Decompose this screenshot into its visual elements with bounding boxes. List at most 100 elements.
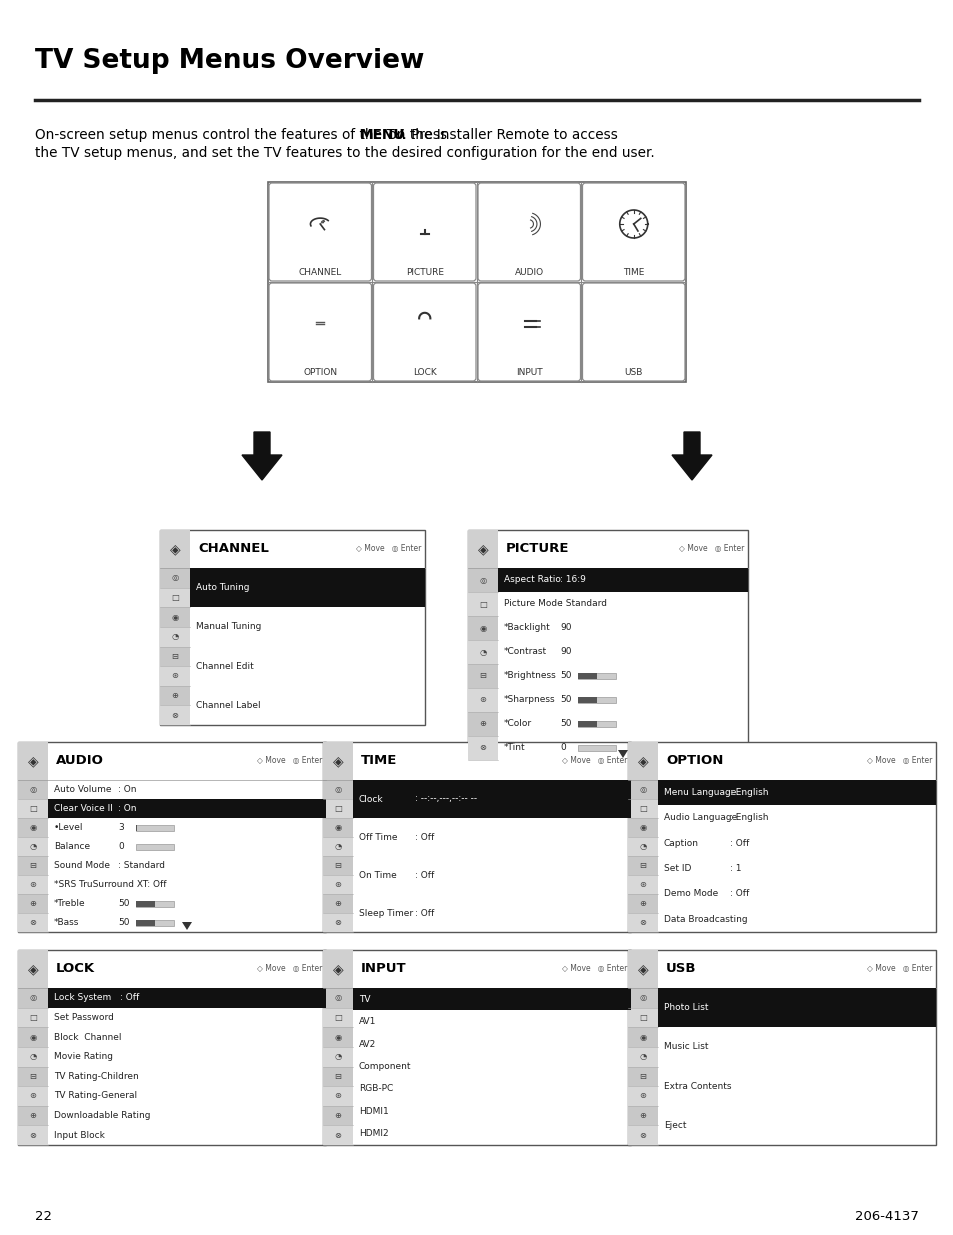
Bar xyxy=(627,799,658,818)
Text: Extra Contents: Extra Contents xyxy=(663,1082,731,1091)
Text: : On: : On xyxy=(118,804,136,813)
Text: ⊗: ⊗ xyxy=(639,1131,646,1140)
Text: 206-4137: 206-4137 xyxy=(854,1210,918,1223)
Bar xyxy=(160,705,190,725)
Text: Photo List: Photo List xyxy=(663,1003,708,1013)
Text: Set ID: Set ID xyxy=(663,864,691,873)
Text: Sound Mode: Sound Mode xyxy=(54,861,110,869)
Bar xyxy=(18,781,48,799)
Text: ⊗: ⊗ xyxy=(335,1131,341,1140)
Bar xyxy=(323,837,353,856)
Text: Clock: Clock xyxy=(358,794,383,804)
Text: ◈: ◈ xyxy=(477,542,488,556)
Text: ◇ Move   ◎ Enter: ◇ Move ◎ Enter xyxy=(256,965,322,973)
Bar xyxy=(323,876,353,894)
Bar xyxy=(468,713,497,736)
Bar xyxy=(136,920,154,925)
Text: ◔: ◔ xyxy=(172,632,178,641)
Text: AV1: AV1 xyxy=(358,1018,376,1026)
Text: ⊗: ⊗ xyxy=(479,743,486,752)
Bar xyxy=(627,1047,658,1067)
Text: ⊛: ⊛ xyxy=(335,1092,341,1100)
Bar xyxy=(160,530,190,725)
Bar xyxy=(136,920,173,925)
Bar xyxy=(323,1105,353,1125)
Text: MENU: MENU xyxy=(360,128,405,142)
Text: ⊗: ⊗ xyxy=(30,1131,36,1140)
Text: *Bass: *Bass xyxy=(54,918,79,927)
Text: Lock System: Lock System xyxy=(54,993,112,1003)
Text: ◈: ◈ xyxy=(28,755,38,768)
Text: TIME: TIME xyxy=(622,268,644,277)
Text: Music List: Music List xyxy=(663,1042,708,1051)
Text: LOCK: LOCK xyxy=(56,962,95,976)
Bar xyxy=(160,666,190,685)
Bar xyxy=(627,1028,658,1047)
Text: 0: 0 xyxy=(118,842,124,851)
Bar xyxy=(658,988,935,1028)
Text: ◉: ◉ xyxy=(334,823,341,832)
Text: ◉: ◉ xyxy=(334,1032,341,1041)
FancyBboxPatch shape xyxy=(582,183,684,282)
Text: ⊛: ⊛ xyxy=(172,672,178,680)
Bar xyxy=(517,219,521,230)
Bar xyxy=(468,616,497,640)
Text: Channel Edit: Channel Edit xyxy=(195,662,253,671)
Text: *Brightness: *Brightness xyxy=(503,672,557,680)
Text: ◉: ◉ xyxy=(30,1032,36,1041)
Text: •Level: •Level xyxy=(54,823,84,832)
Text: ◔: ◔ xyxy=(334,842,341,851)
Bar xyxy=(323,988,353,1008)
Text: Picture Mode: Picture Mode xyxy=(503,599,562,609)
Text: ◉: ◉ xyxy=(639,823,646,832)
Text: □: □ xyxy=(29,1013,37,1021)
Bar xyxy=(627,781,658,799)
Bar xyxy=(468,664,497,688)
Text: ⊟: ⊟ xyxy=(479,672,486,680)
FancyBboxPatch shape xyxy=(269,183,371,282)
Text: Aspect Ratio: Aspect Ratio xyxy=(503,576,560,584)
Bar xyxy=(48,799,326,818)
Bar xyxy=(323,894,353,913)
Text: AUDIO: AUDIO xyxy=(515,268,543,277)
Text: ◈: ◈ xyxy=(637,755,648,768)
Bar xyxy=(627,837,658,856)
Bar xyxy=(18,913,48,932)
Text: 50: 50 xyxy=(559,695,571,704)
Text: ◈: ◈ xyxy=(28,962,38,976)
Bar xyxy=(627,894,658,913)
Bar xyxy=(628,316,643,327)
Bar xyxy=(627,1067,658,1086)
Bar xyxy=(323,799,353,818)
Text: ◇ Move   ◎ Enter: ◇ Move ◎ Enter xyxy=(355,545,420,553)
Text: 50: 50 xyxy=(559,672,571,680)
Bar xyxy=(315,315,325,319)
Bar xyxy=(18,1028,48,1047)
Bar xyxy=(625,319,640,331)
Bar xyxy=(468,640,497,664)
Text: Component: Component xyxy=(358,1062,411,1071)
Bar xyxy=(18,742,326,932)
Bar xyxy=(18,799,48,818)
Bar xyxy=(578,721,616,727)
Text: Auto Tuning: Auto Tuning xyxy=(195,583,250,592)
Text: ◎: ◎ xyxy=(639,785,646,794)
Bar xyxy=(468,736,497,760)
Text: ◉: ◉ xyxy=(478,624,486,632)
Bar xyxy=(136,825,137,830)
Bar xyxy=(18,1086,48,1105)
Text: 0: 0 xyxy=(559,743,565,752)
Text: □: □ xyxy=(334,1013,341,1021)
Text: ◎: ◎ xyxy=(172,573,178,583)
Text: INPUT: INPUT xyxy=(516,368,542,377)
Bar xyxy=(627,818,658,837)
Text: Input Block: Input Block xyxy=(54,1131,105,1140)
Bar xyxy=(468,592,497,616)
Text: Set Password: Set Password xyxy=(54,1013,113,1021)
Bar xyxy=(18,950,48,1145)
Bar xyxy=(323,1028,353,1047)
Text: *Contrast: *Contrast xyxy=(503,647,547,657)
Text: ⊟: ⊟ xyxy=(335,1072,341,1081)
Text: ⊛: ⊛ xyxy=(335,881,341,889)
Text: INPUT: INPUT xyxy=(360,962,406,976)
